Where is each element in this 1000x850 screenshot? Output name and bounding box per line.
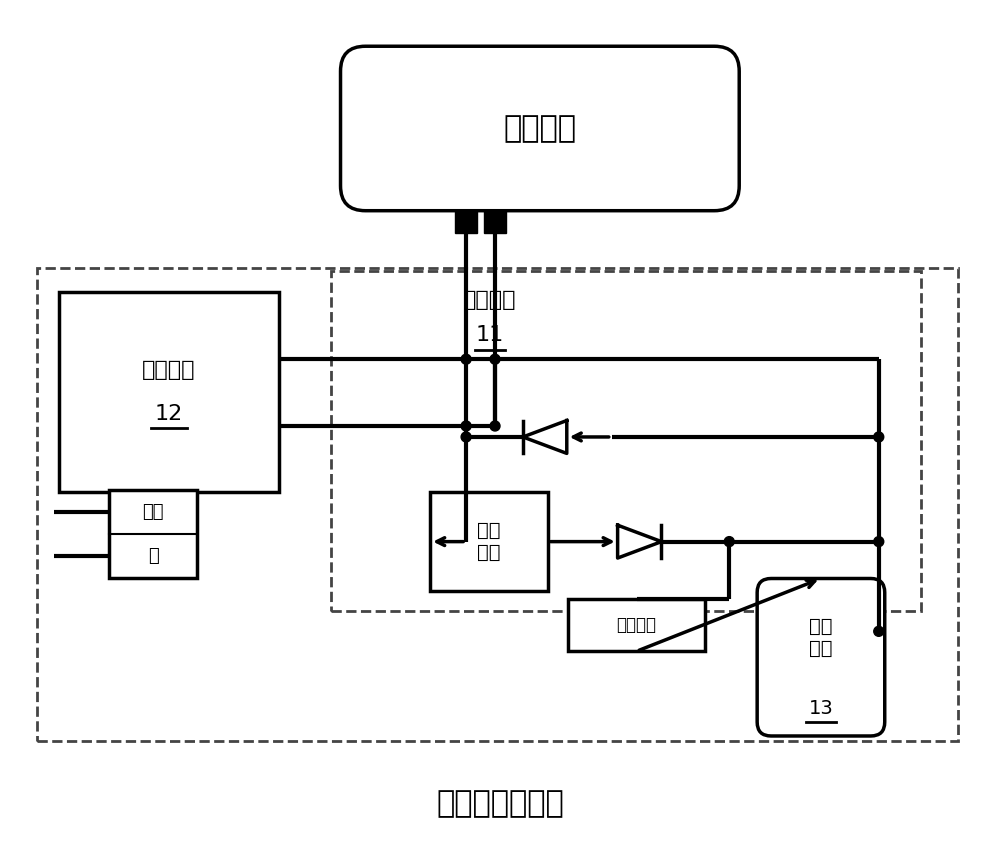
FancyBboxPatch shape xyxy=(757,579,885,736)
Text: 电源: 电源 xyxy=(142,502,164,521)
Text: 车载产品: 车载产品 xyxy=(503,115,576,144)
Text: 对接部件: 对接部件 xyxy=(463,291,517,310)
Bar xyxy=(455,211,477,233)
Polygon shape xyxy=(523,421,567,453)
Circle shape xyxy=(461,432,471,442)
Text: 固定电源: 固定电源 xyxy=(142,360,196,380)
Circle shape xyxy=(490,354,500,364)
Circle shape xyxy=(874,536,884,547)
Circle shape xyxy=(490,421,500,431)
Bar xyxy=(109,490,197,577)
Text: 11: 11 xyxy=(476,326,504,345)
FancyBboxPatch shape xyxy=(341,46,739,211)
Text: 常供电测试装置: 常供电测试装置 xyxy=(436,790,564,819)
Bar xyxy=(430,492,548,592)
Text: 检测模块: 检测模块 xyxy=(617,616,657,634)
Text: 12: 12 xyxy=(155,404,183,424)
Circle shape xyxy=(724,536,734,547)
Text: 13: 13 xyxy=(809,699,833,717)
Circle shape xyxy=(874,626,884,637)
Bar xyxy=(484,211,506,233)
Polygon shape xyxy=(618,525,661,558)
Circle shape xyxy=(874,432,884,442)
Text: 充电
电路: 充电 电路 xyxy=(477,521,501,562)
Bar xyxy=(568,599,705,651)
Bar xyxy=(331,270,921,611)
Bar xyxy=(59,292,279,492)
Text: 蓄电
组件: 蓄电 组件 xyxy=(809,617,833,658)
Circle shape xyxy=(461,421,471,431)
Text: 地: 地 xyxy=(148,547,159,564)
Bar xyxy=(37,268,958,741)
Circle shape xyxy=(461,354,471,364)
